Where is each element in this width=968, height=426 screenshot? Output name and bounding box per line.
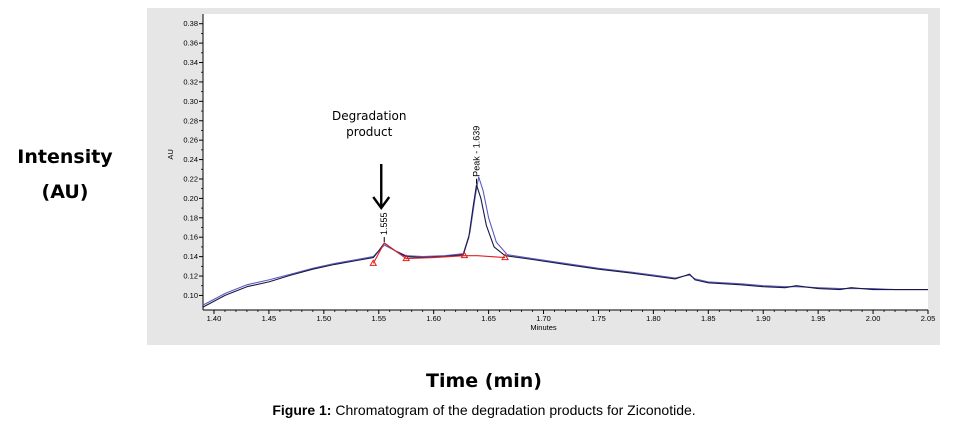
x-tick-label: 1.85	[701, 314, 716, 323]
inner-y-axis-label: AU	[166, 149, 175, 159]
caption-label: Figure 1:	[272, 402, 332, 418]
x-tick-label: 1.65	[481, 314, 496, 323]
chart-panel: 0.10 0.12 0.14 0.16 0.18 0.20 0.22 0.24 0.26 0.28…	[147, 8, 940, 345]
x-tick-label: 1.40	[207, 314, 222, 323]
x-axis-title: Time (min)	[426, 370, 542, 392]
y-tick-label: 0.28	[183, 116, 198, 125]
x-tick-label: 2.05	[921, 314, 936, 323]
y-tick-label: 0.34	[183, 58, 198, 67]
y-tick-label: 0.32	[183, 77, 198, 86]
baseline-line	[372, 242, 506, 264]
y-tick-label: 0.30	[183, 97, 198, 106]
plot-area	[203, 14, 928, 310]
x-tick-label: 1.50	[317, 314, 332, 323]
x-tick-label: 1.95	[811, 314, 826, 323]
peak-labels: 1.555 Peak - 1.639	[379, 126, 482, 243]
x-axis: 1.40 1.45 1.50 1.55 1.60 1.65 1.70 1.75 1.80 1.85…	[203, 309, 936, 323]
inner-x-axis-label: Minutes	[530, 323, 557, 332]
peak-label: Peak - 1.639	[472, 126, 482, 177]
caption-text: Chromatogram of the degradation products…	[331, 402, 696, 418]
annotation-line2: product	[346, 125, 392, 139]
chromatogram-trace	[202, 184, 928, 308]
baseline-marker	[501, 253, 509, 261]
y-tick-label: 0.24	[183, 155, 198, 164]
y-tick-label: 0.18	[183, 213, 198, 222]
baseline-marker	[460, 251, 469, 259]
y-axis-title-line2: (AU)	[41, 181, 89, 203]
figure-caption: Figure 1: Chromatogram of the degradatio…	[0, 402, 968, 418]
series-group	[202, 176, 928, 308]
integration-baseline	[369, 242, 509, 266]
annotation-line1: Degradation	[332, 109, 406, 123]
y-tick-label: 0.38	[183, 19, 198, 28]
y-tick-label: 0.12	[183, 272, 198, 281]
x-tick-label: 1.55	[371, 314, 386, 323]
x-tick-label: 1.45	[262, 314, 277, 323]
y-tick-label: 0.10	[183, 291, 198, 300]
degradation-annotation: Degradation product	[332, 109, 406, 211]
x-tick-label: 2.00	[866, 314, 881, 323]
y-tick-label: 0.22	[183, 174, 198, 183]
y-tick-label: 0.36	[183, 39, 198, 48]
y-tick-label: 0.20	[183, 194, 198, 203]
x-tick-label: 1.70	[536, 314, 551, 323]
chromatogram-trace	[202, 176, 928, 306]
peak-label: 1.555	[379, 213, 389, 236]
x-tick-label: 1.90	[756, 314, 771, 323]
y-tick-label: 0.16	[183, 233, 198, 242]
x-tick-label: 1.80	[646, 314, 661, 323]
x-tick-label: 1.60	[426, 314, 441, 323]
y-tick-label: 0.14	[183, 252, 198, 261]
y-axis-title-line1: Intensity	[17, 146, 113, 168]
down-arrow-icon	[372, 196, 391, 211]
baseline-marker	[369, 259, 378, 266]
y-axis: 0.10 0.12 0.14 0.16 0.18 0.20 0.22 0.24 0.26 0.28…	[183, 14, 204, 310]
baseline-marker	[402, 254, 411, 262]
y-tick-label: 0.26	[183, 136, 198, 145]
x-tick-label: 1.75	[591, 314, 606, 323]
chromatogram-chart: 0.10 0.12 0.14 0.16 0.18 0.20 0.22 0.24 0.26 0.28…	[166, 14, 936, 332]
